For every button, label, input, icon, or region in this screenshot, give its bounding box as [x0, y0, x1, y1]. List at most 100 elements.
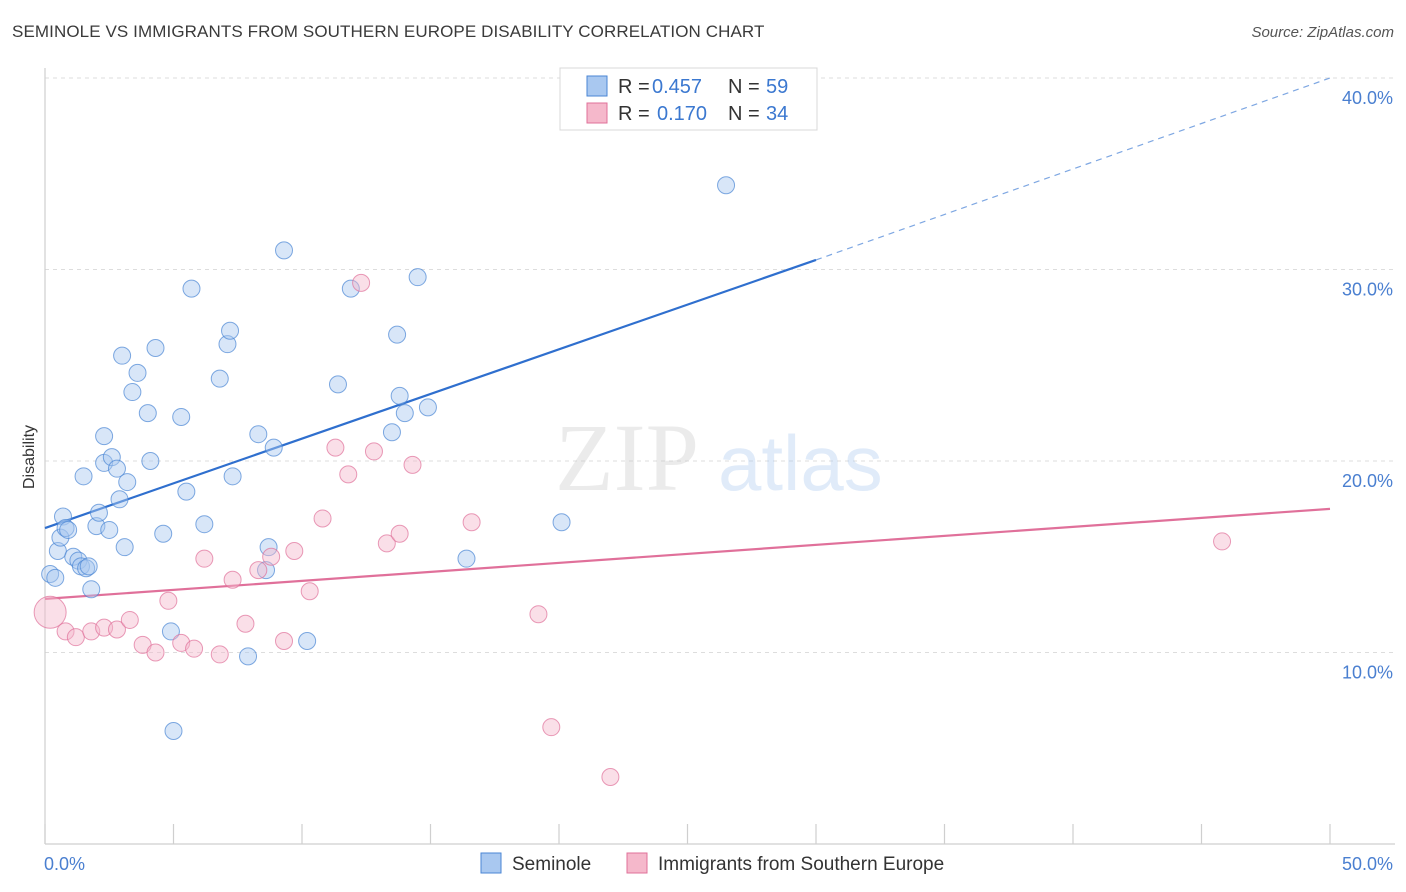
immigrants-point	[146, 643, 165, 662]
seminole-point	[82, 580, 101, 599]
immigrants-trend-line	[44, 507, 1331, 600]
immigrants-point	[195, 549, 214, 568]
seminole-point	[275, 241, 294, 260]
data-points	[33, 176, 1232, 786]
seminole-point	[56, 519, 75, 538]
immigrants-point	[390, 524, 409, 543]
watermark-atlas: atlas	[718, 419, 883, 507]
stats-r-value-2: 0.170	[657, 103, 707, 125]
immigrants-point	[364, 442, 383, 461]
immigrants-point	[33, 595, 67, 629]
immigrants-point	[185, 639, 204, 658]
immigrants-point	[56, 622, 75, 641]
x-tick-labels: 0.0% 50.0%	[44, 854, 1393, 874]
source-note: Source: ZipAtlas.com	[1251, 24, 1394, 41]
seminole-trend-extension	[815, 77, 1331, 261]
immigrants-point	[285, 542, 304, 561]
immigrants-point	[236, 614, 255, 633]
immigrants-point	[601, 767, 620, 786]
seminole-point	[146, 339, 165, 358]
seminole-point	[95, 427, 114, 446]
immigrants-point	[223, 570, 242, 589]
chart-title: SEMINOLE VS IMMIGRANTS FROM SOUTHERN EUR…	[12, 22, 765, 41]
legend-swatch-seminole	[480, 852, 502, 874]
seminole-point	[249, 425, 268, 444]
seminole-point	[210, 369, 229, 388]
seminole-point	[74, 467, 93, 486]
seminole-point	[717, 176, 736, 195]
legend-label-seminole: Seminole	[512, 854, 591, 875]
seminole-point	[552, 513, 571, 532]
immigrants-point	[275, 632, 294, 651]
seminole-point	[128, 363, 147, 382]
x-tick-label-end: 50.0%	[1342, 854, 1393, 874]
seminole-point	[59, 520, 78, 539]
seminole-point	[457, 549, 476, 568]
immigrants-point	[403, 455, 422, 474]
seminole-point	[264, 438, 283, 457]
y-tick-label: 40.0%	[1342, 88, 1393, 108]
seminole-point	[257, 561, 276, 580]
immigrants-point	[159, 591, 178, 610]
stats-n-value-2: 34	[766, 103, 788, 125]
stats-r-value-1: 0.457	[652, 76, 702, 98]
watermark: ZIP atlas	[555, 404, 883, 511]
immigrants-point	[377, 534, 396, 553]
immigrants-point	[352, 273, 371, 292]
seminole-point	[123, 383, 142, 402]
stats-swatch-immigrants	[586, 102, 608, 124]
immigrants-point	[66, 628, 85, 647]
seminole-point	[221, 321, 240, 340]
seminole-point	[110, 490, 129, 509]
stats-n-label-2: N =	[728, 103, 760, 125]
seminole-point	[382, 423, 401, 442]
y-tick-label: 30.0%	[1342, 280, 1393, 300]
seminole-point	[141, 452, 160, 470]
seminole-trend-line	[44, 258, 817, 530]
stats-n-label-1: N =	[728, 76, 760, 98]
seminole-point	[115, 538, 134, 557]
seminole-point	[107, 459, 126, 478]
immigrants-point	[529, 605, 548, 624]
seminole-point	[182, 279, 201, 298]
seminole-point	[223, 467, 242, 486]
immigrants-point	[107, 620, 126, 639]
immigrants-point	[313, 509, 332, 528]
x-tick-label-start: 0.0%	[44, 854, 85, 874]
immigrants-point	[339, 465, 358, 484]
legend-label-immigrants: Immigrants from Southern Europe	[658, 854, 944, 875]
axes	[44, 68, 1395, 845]
seminole-point	[328, 375, 347, 394]
seminole-point	[53, 507, 72, 526]
immigrants-point	[1213, 532, 1232, 551]
seminole-point	[408, 268, 427, 287]
seminole-point	[154, 524, 173, 543]
seminole-point	[418, 398, 437, 417]
seminole-point	[177, 482, 196, 501]
immigrants-point	[249, 561, 268, 580]
seminole-point	[118, 473, 137, 492]
seminole-point	[172, 407, 191, 426]
watermark-zip: ZIP	[555, 404, 699, 511]
legend-swatch-immigrants	[626, 852, 648, 874]
seminole-point	[51, 528, 70, 547]
y-tick-label: 10.0%	[1342, 663, 1393, 683]
y-tick-label: 20.0%	[1342, 471, 1393, 491]
seminole-point	[89, 503, 108, 522]
seminole-point	[46, 568, 65, 587]
y-axis-label: Disability	[21, 425, 38, 489]
immigrants-point	[326, 438, 345, 457]
stats-r-label-1: R =	[618, 76, 650, 98]
seminole-point	[390, 386, 409, 405]
seminole-point	[102, 448, 121, 467]
gridlines	[45, 77, 1395, 653]
seminole-point	[341, 279, 360, 298]
immigrants-point	[542, 718, 561, 737]
seminole-point	[298, 632, 317, 651]
stats-legend: R = 0.457 N = 59 R = 0.170 N = 34	[559, 67, 818, 131]
trend-lines	[44, 77, 1331, 600]
seminole-point	[195, 515, 214, 534]
seminole-point	[161, 622, 180, 641]
seminole-point	[239, 647, 258, 666]
